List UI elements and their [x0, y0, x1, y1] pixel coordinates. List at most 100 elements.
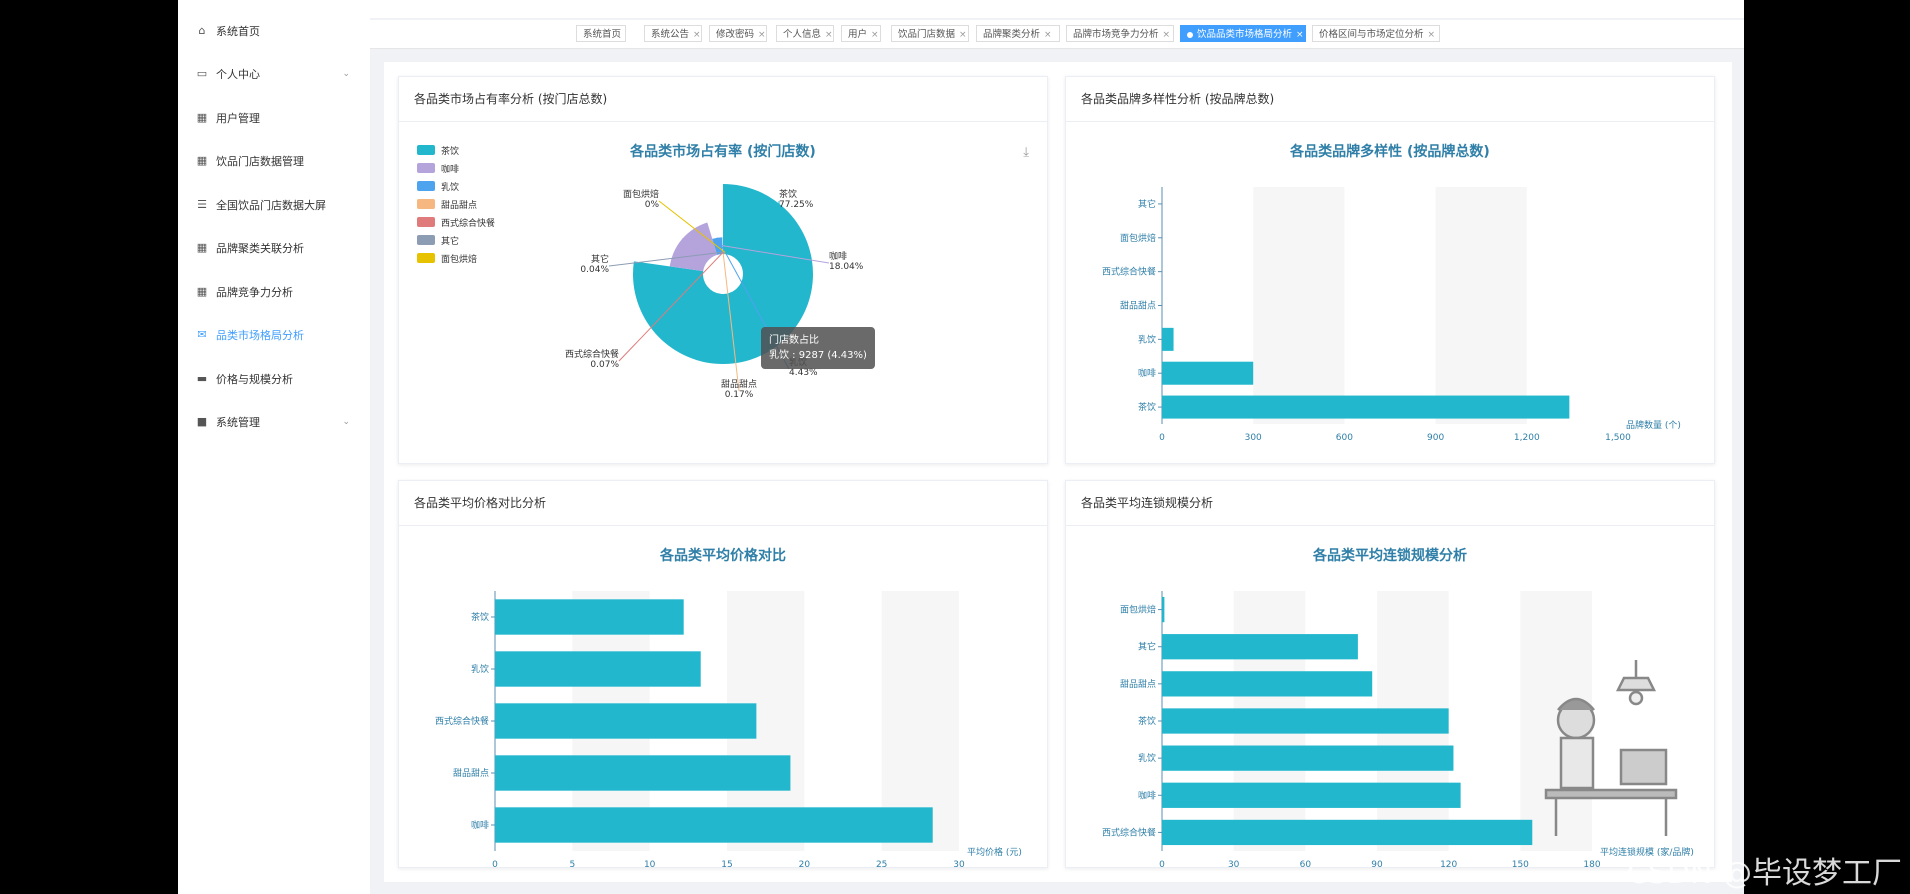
app-window: ⌂ 系统首页 ▭ 个人中心 ⌄ ▦ 用户管理 ▦ 饮品门店数据管理 ☰ 全国饮品门店数据大屏 ▦ 品牌聚…: [178, 0, 1744, 894]
close-icon[interactable]: ×: [959, 30, 967, 40]
pie-card-header: 各品类市场占有率分析 (按门店总数): [399, 77, 1047, 122]
grid-icon: ▦: [196, 154, 208, 167]
tab-label: 品牌聚类分析: [983, 29, 1041, 40]
label-line: [778, 200, 783, 342]
tab[interactable]: 个人信息 ×: [776, 25, 834, 42]
sidebar-item-label: 品牌竞争力分析: [216, 286, 293, 299]
legend-item[interactable]: 其它: [417, 231, 495, 249]
tab[interactable]: 系统公告 ×: [644, 25, 702, 42]
pie-slice[interactable]: [669, 222, 718, 272]
bar[interactable]: [495, 755, 791, 791]
bar[interactable]: [1162, 745, 1454, 771]
tab[interactable]: 饮品门店数据 ×: [891, 25, 969, 42]
bar[interactable]: [495, 703, 757, 739]
legend-item[interactable]: 咖啡: [417, 159, 495, 177]
sidebar-item-label: 系统首页: [216, 25, 260, 38]
x-tick-label: 15: [721, 860, 732, 867]
close-icon[interactable]: ×: [1162, 30, 1171, 40]
close-icon[interactable]: ×: [871, 30, 879, 40]
close-icon[interactable]: ×: [1427, 30, 1436, 40]
bar[interactable]: [495, 807, 933, 843]
grid-band: [1435, 187, 1527, 424]
close-icon[interactable]: ×: [1044, 30, 1052, 40]
pie-card: 各品类市场占有率分析 (按门店总数) 各品类市场占有率 (按门店数) ⤓ 茶饮咖…: [398, 76, 1048, 464]
sidebar-item-label: 个人中心: [216, 68, 260, 81]
tab[interactable]: 饮品品类市场格局分析 ×: [1180, 25, 1306, 42]
x-tick-label: 5: [569, 860, 575, 867]
legend-item[interactable]: 西式综合快餐: [417, 213, 495, 231]
tab[interactable]: 品牌市场竞争力分析 ×: [1066, 25, 1174, 42]
x-tick-label: 30: [1228, 860, 1240, 867]
watermark-text: CSDN @毕设梦工厂: [1626, 856, 1902, 891]
sidebar-item[interactable]: ▦ 品牌竞争力分析: [178, 279, 370, 305]
x-tick-label: 900: [1427, 433, 1444, 443]
category-label: 甜品甜点: [453, 767, 489, 779]
bar[interactable]: [1162, 596, 1165, 623]
x-tick-label: 10: [644, 860, 656, 867]
legend-item[interactable]: 甜品甜点: [417, 195, 495, 213]
bar[interactable]: [1162, 327, 1174, 351]
bar[interactable]: [1162, 782, 1461, 808]
pie-slice[interactable]: [633, 184, 813, 364]
tab[interactable]: 品牌聚类分析 ×: [976, 25, 1060, 42]
tooltip-title: 门店数占比: [769, 335, 819, 346]
bar[interactable]: [1162, 708, 1449, 734]
category-label: 其它: [1138, 198, 1156, 210]
brand-chart-title: 各品类品牌多样性 (按品牌总数): [1290, 144, 1490, 160]
legend-item[interactable]: 乳饮: [417, 177, 495, 195]
sidebar-item[interactable]: ▭ 个人中心 ⌄: [178, 61, 370, 87]
bar[interactable]: [1162, 819, 1533, 846]
slice-label: 面包烘焙: [623, 188, 659, 200]
bar[interactable]: [1162, 395, 1570, 419]
legend-item[interactable]: 面包烘焙: [417, 249, 495, 267]
bar[interactable]: [495, 599, 684, 635]
x-tick-label: 300: [1245, 433, 1262, 443]
slice-percent: 0.07%: [590, 360, 619, 370]
tab-bar: 系统首页 系统公告 × 修改密码 × 个人信息 × 用户 × 饮品门店数据 × 品牌聚类分析 × 品牌市场…: [370, 20, 1744, 49]
sidebar-item[interactable]: ▬ 价格与规模分析: [178, 366, 370, 392]
camera-icon: ■: [196, 415, 208, 428]
close-icon[interactable]: ×: [758, 30, 766, 40]
slice-percent: 4.43%: [789, 368, 818, 378]
label-line: [658, 200, 725, 253]
legend-swatch: [417, 181, 435, 191]
tab[interactable]: 系统首页: [576, 25, 626, 42]
category-label: 西式综合快餐: [1102, 826, 1156, 838]
sidebar-item[interactable]: ☰ 全国饮品门店数据大屏: [178, 192, 370, 218]
tab-label: 用户: [848, 29, 868, 40]
x-tick-label: 0: [492, 860, 498, 867]
download-icon[interactable]: ⤓: [1023, 145, 1029, 160]
sidebar-item-label: 品牌聚类关联分析: [216, 242, 304, 255]
sidebar-item[interactable]: ▦ 品牌聚类关联分析: [178, 235, 370, 261]
close-icon[interactable]: ×: [825, 30, 833, 40]
legend-swatch: [417, 217, 435, 227]
close-icon[interactable]: ×: [693, 30, 701, 40]
tab[interactable]: 价格区间与市场定位分析 ×: [1312, 25, 1440, 42]
slice-percent: 0%: [645, 200, 660, 210]
category-label: 乳饮: [1138, 333, 1156, 345]
x-tick-label: 1,500: [1605, 433, 1631, 443]
legend-swatch: [417, 163, 435, 173]
tab[interactable]: 修改密码 ×: [709, 25, 767, 42]
sidebar-item[interactable]: ▦ 用户管理: [178, 105, 370, 131]
x-tick-label: 600: [1336, 433, 1353, 443]
pie-legend: 茶饮 咖啡 乳饮 甜品甜点 西式综合快餐其它面包烘焙: [417, 141, 495, 267]
close-icon[interactable]: ×: [1296, 30, 1304, 40]
chain-chart-title: 各品类平均连锁规模分析: [1313, 548, 1467, 564]
bar[interactable]: [1162, 361, 1254, 385]
bar[interactable]: [1162, 634, 1358, 660]
pie-slice[interactable]: [724, 252, 725, 255]
x-tick-label: 120: [1440, 860, 1457, 867]
legend-item[interactable]: 茶饮: [417, 141, 495, 159]
content-area: 各品类市场占有率分析 (按门店总数) 各品类市场占有率 (按门店数) ⤓ 茶饮咖…: [384, 62, 1732, 882]
sidebar-item[interactable]: ✉ 品类市场格局分析: [178, 322, 370, 348]
bar[interactable]: [1162, 671, 1373, 697]
sidebar-item[interactable]: ▦ 饮品门店数据管理: [178, 148, 370, 174]
tab[interactable]: 用户 ×: [841, 25, 881, 42]
sidebar-item[interactable]: ⌂ 系统首页: [178, 18, 370, 44]
bar[interactable]: [495, 651, 701, 687]
sidebar-item[interactable]: ■ 系统管理 ⌄: [178, 409, 370, 435]
legend-label: 其它: [441, 236, 460, 247]
x-tick-label: 150: [1512, 860, 1529, 867]
